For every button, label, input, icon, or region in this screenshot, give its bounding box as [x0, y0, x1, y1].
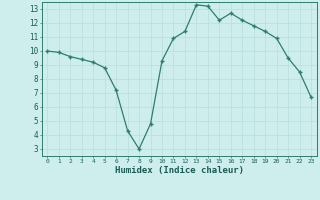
X-axis label: Humidex (Indice chaleur): Humidex (Indice chaleur) — [115, 166, 244, 175]
